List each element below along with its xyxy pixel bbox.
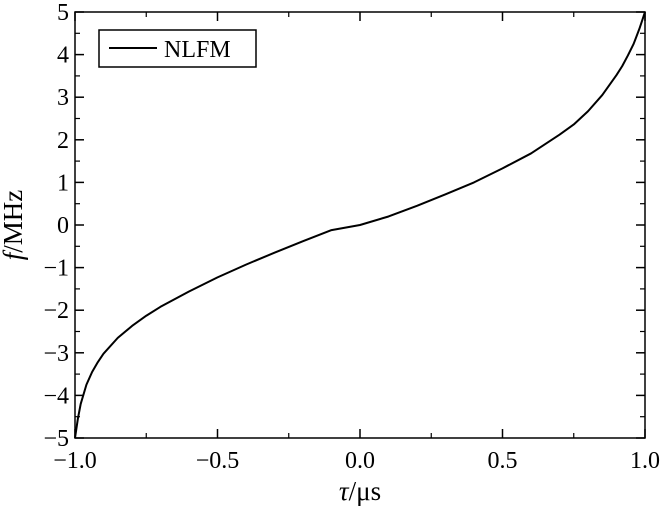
y-tick-label: 5 — [57, 0, 69, 26]
y-tick-label: −4 — [43, 383, 69, 409]
y-axis-symbol: f — [0, 249, 28, 260]
y-tick-label: 0 — [57, 213, 69, 239]
y-tick-label: −3 — [43, 341, 69, 367]
x-axis-symbol: τ — [339, 476, 350, 506]
y-tick-label: −1 — [43, 256, 69, 282]
series-line-nlfm — [74, 11, 646, 439]
x-tick-label: 0.5 — [488, 448, 518, 474]
series-layer — [74, 11, 646, 439]
legend: NLFM — [98, 29, 257, 68]
x-axis-label: τ/μs — [339, 476, 381, 506]
y-tick-label: 3 — [57, 85, 69, 111]
y-axis-label: f/MHz — [0, 190, 28, 261]
legend-label-nlfm: NLFM — [164, 37, 231, 63]
x-tick-label: −1.0 — [53, 448, 97, 474]
ticks-layer: −1.0 −0.5 0.0 0.5 1.0 −5 −4 −3 −2 −1 0 1 2 3 4 5 — [43, 0, 660, 474]
y-tick-label: 4 — [57, 43, 69, 69]
x-tick-label: −0.5 — [196, 448, 240, 474]
x-tick-label: 1.0 — [630, 448, 660, 474]
y-tick-label: 1 — [57, 170, 69, 196]
y-axis-unit: /MHz — [0, 190, 28, 253]
y-tick-label: −2 — [43, 298, 69, 324]
plot-frame — [74, 11, 646, 439]
x-axis-unit: /μs — [349, 476, 381, 506]
y-tick-label: −5 — [43, 426, 69, 452]
x-tick-label: 0.0 — [345, 448, 375, 474]
y-tick-label: 2 — [57, 128, 69, 154]
